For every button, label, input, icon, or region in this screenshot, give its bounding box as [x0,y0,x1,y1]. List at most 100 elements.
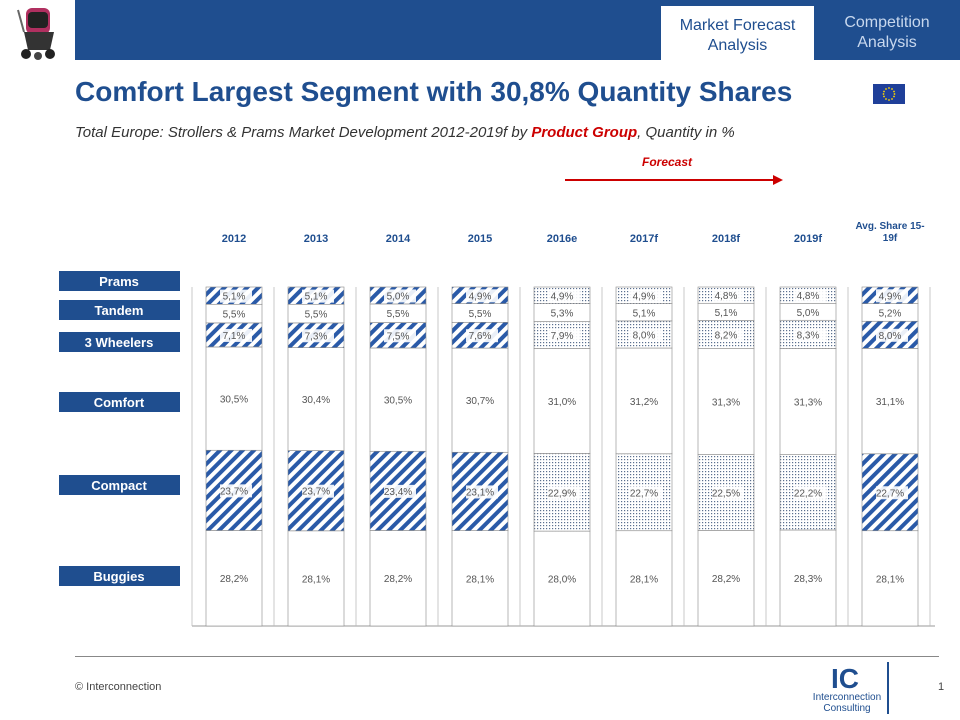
data-label: 7,3% [305,331,328,342]
data-label: 31,3% [794,398,822,409]
data-label: 31,0% [548,397,576,408]
data-label: 22,7% [630,488,658,499]
copyright-text: © Interconnection [75,681,162,693]
legend-item-3-wheelers [59,332,180,352]
forecast-label: Forecast [642,155,693,169]
data-label: 4,9% [879,291,902,302]
data-label: 5,5% [469,309,492,320]
category-label: 2017f [630,233,658,245]
data-label: 31,1% [876,397,904,408]
data-label-bg [384,289,416,303]
tab-label-line1: Market Forecast [679,17,796,34]
data-label-bg [548,289,580,303]
data-label: 28,0% [548,575,576,586]
bar-segment-compact [205,449,263,531]
data-label: 30,5% [220,395,248,406]
category-label: 2014 [386,233,411,245]
legend-item-prams [59,271,180,291]
category-label: 2019f [794,233,822,245]
data-label-bg [712,486,744,500]
data-label: 8,3% [797,330,820,341]
data-label: 23,7% [302,487,330,498]
data-label: 7,9% [551,331,574,342]
bar-segment-3-wheelers [861,320,919,349]
legend-item-buggies [59,566,180,586]
data-label-bg [466,485,498,499]
data-label-bg [876,289,908,303]
data-label: 28,1% [302,574,330,585]
legend-label: Compact [91,478,147,493]
category-label: 2016e [547,233,578,245]
bar-segment-comfort [287,347,345,451]
logo-name-line2: Consulting [823,703,870,714]
data-label-bg [302,329,334,343]
data-label-bg [712,328,744,342]
tab-label-line2: Analysis [707,37,768,54]
bar-segment-buggies [205,530,263,627]
bar-segment-comfort [205,346,263,451]
data-label: 30,7% [466,396,494,407]
data-label-bg [302,289,334,303]
legend-label: 3 Wheelers [85,335,154,350]
eu-flag-icon [873,84,905,104]
data-label: 8,0% [879,331,902,342]
data-label: 28,2% [712,574,740,585]
data-label: 31,3% [712,397,740,408]
bar-segment-comfort [861,348,919,455]
subtitle-suffix: , Quantity in % [637,124,735,141]
data-label-bg [384,484,416,498]
forecast-arrow-icon [565,175,783,185]
data-label: 31,2% [630,397,658,408]
data-label-bg [220,484,252,498]
bar-segment-comfort [615,347,673,455]
bar-segment-buggies [615,530,673,627]
tab-market-forecast-analysis[interactable]: Market Forecast Analysis [661,0,814,60]
bar-segment-comfort [451,347,509,453]
data-label: 5,1% [305,292,328,303]
category-label: 2015 [468,233,492,245]
data-label: 23,4% [384,487,412,498]
data-label-bg [876,328,908,342]
data-label-bg [220,328,252,342]
bar-segment-buggies [533,530,591,627]
legend-item-compact [59,475,180,495]
data-label-bg [630,289,662,303]
logo-mark: IC [831,663,859,694]
bar-segment-buggies [451,530,509,627]
data-label: 28,2% [384,574,412,585]
data-label-bg [630,328,662,342]
data-label: 8,2% [715,330,738,341]
data-label: 5,1% [715,308,738,319]
bar-segment-3-wheelers [533,321,591,349]
category-label: 2018f [712,233,740,245]
data-label-bg [302,484,334,498]
interconnection-logo: IC Interconnection Consulting [813,662,889,714]
data-label: 7,1% [223,331,246,342]
legend-label: Comfort [94,395,145,410]
logo-name-line1: Interconnection [813,692,881,703]
data-label-bg [794,486,826,500]
data-label: 22,5% [712,488,740,499]
data-label: 4,9% [633,291,656,302]
stroller-image [17,8,55,60]
data-label: 22,7% [876,488,904,499]
data-label-bg [794,328,826,342]
data-label: 7,5% [387,331,410,342]
legend-label: Tandem [95,303,144,318]
data-label: 5,0% [387,291,410,302]
bar-segment-buggies [779,529,837,627]
data-label: 28,2% [220,574,248,585]
page-subtitle: Total Europe: Strollers & Prams Market D… [75,124,735,141]
data-label: 4,8% [797,291,820,302]
category-label: 2013 [304,233,328,245]
tab-competition-analysis[interactable]: Competition Analysis [814,0,960,60]
data-label-bg [630,486,662,500]
data-label-bg [384,329,416,343]
data-label-bg [794,289,826,303]
data-label: 5,5% [387,309,410,320]
data-label: 5,3% [551,309,574,320]
tab-label-line2: Analysis [857,34,917,51]
data-label-bg [548,328,580,342]
data-label: 4,8% [715,291,738,302]
data-label: 28,1% [630,574,658,585]
